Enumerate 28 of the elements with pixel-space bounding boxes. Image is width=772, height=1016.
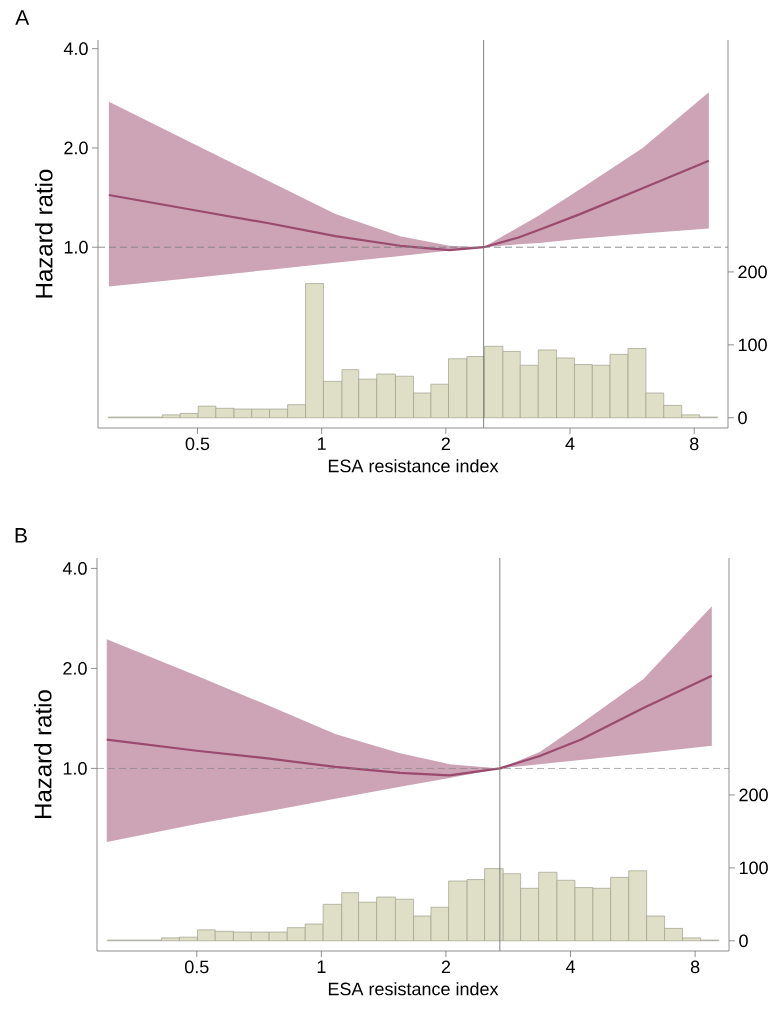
chart-title: A — [15, 10, 30, 25]
x-tick-label: 2 — [441, 437, 450, 451]
y-tick-label: 4.0 — [63, 42, 88, 56]
y-tick-label: 1.0 — [63, 762, 87, 775]
y-axis-title: Hazard ratio — [34, 169, 53, 298]
y-tick-label: 4.0 — [62, 562, 87, 575]
x-tick-label: 4 — [565, 960, 576, 973]
x-tick-label: 8 — [690, 437, 699, 451]
y2-tick-label: 100 — [739, 861, 768, 875]
x-axis-title: ESA resistance index — [328, 982, 499, 996]
y-tick-label: 2.0 — [64, 141, 88, 155]
x-tick-label: 1 — [318, 437, 326, 450]
y2-tick-label: 0 — [738, 411, 747, 425]
x-axis-title: ESA resistance index — [328, 459, 499, 473]
x-tick-label: 8 — [690, 960, 700, 974]
y2-tick-label: 200 — [738, 265, 767, 279]
x-tick-label: 1 — [317, 960, 326, 973]
y2-tick-label: 100 — [738, 338, 767, 352]
y-tick-label: 1.0 — [64, 240, 88, 254]
y2-tick-label: 200 — [739, 788, 768, 802]
x-tick-label: 0.5 — [184, 960, 209, 974]
y-tick-label: 2.0 — [63, 662, 87, 675]
y2-tick-label: 0 — [739, 934, 748, 948]
chart-title: B — [15, 528, 27, 543]
x-tick-label: 0.5 — [185, 437, 210, 451]
x-tick-label: 2 — [441, 960, 451, 974]
y-axis-title: Hazard ratio — [33, 690, 52, 818]
x-tick-label: 4 — [565, 437, 575, 450]
